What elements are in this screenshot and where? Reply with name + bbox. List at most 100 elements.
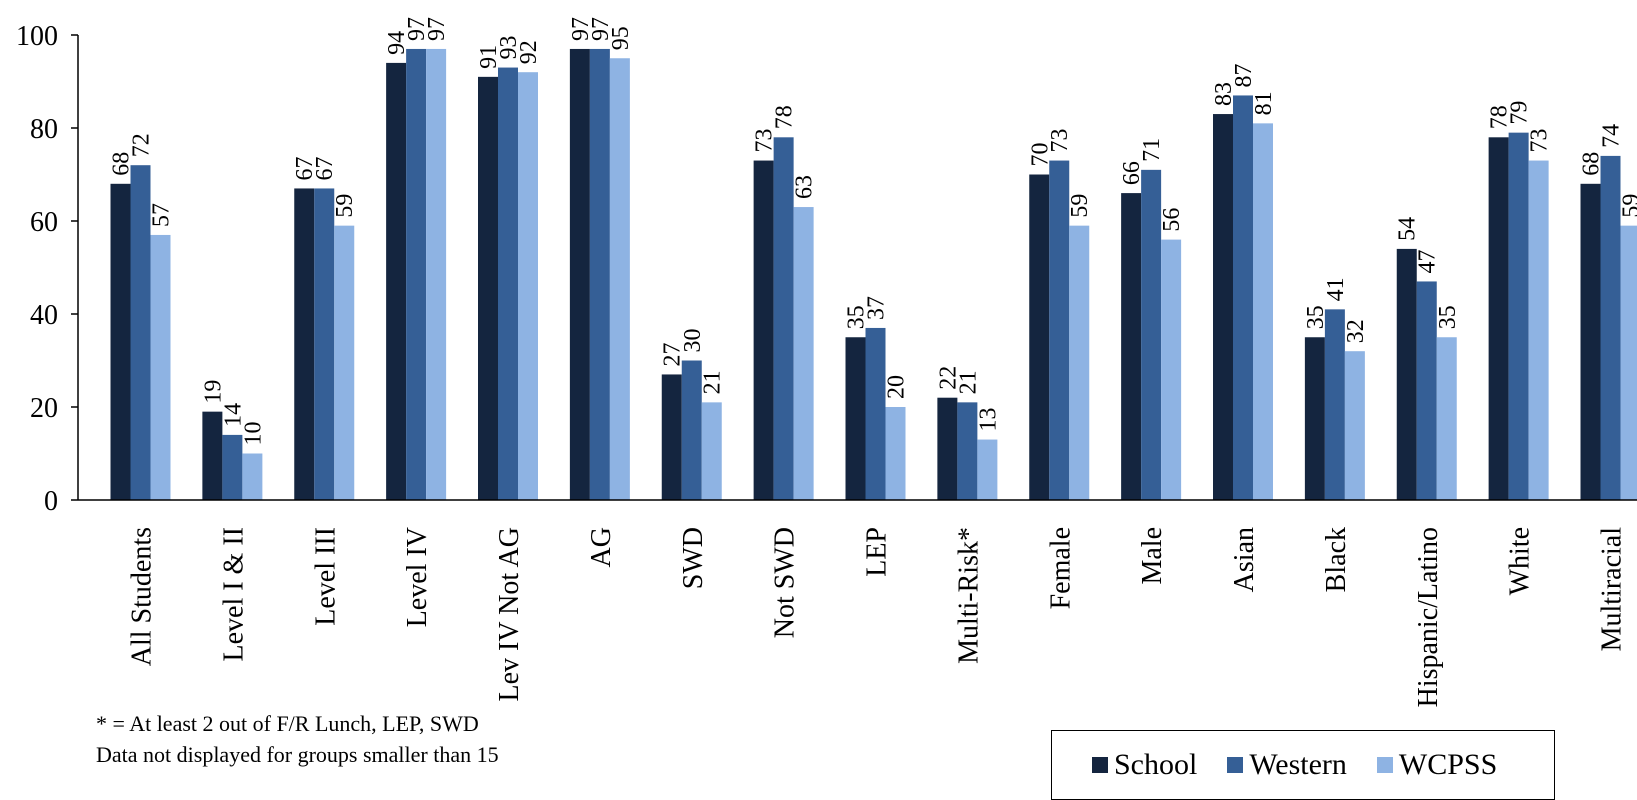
footnote-multi-risk: * = At least 2 out of F/R Lunch, LEP, SW… [96, 711, 479, 737]
category-label: Multi-Risk* [953, 527, 984, 664]
category-label: AG [586, 527, 617, 567]
bar-wcpss [977, 440, 997, 500]
bar-western [1601, 156, 1621, 500]
data-label-western: 72 [129, 133, 155, 157]
data-label-western: 30 [680, 329, 706, 353]
bar-school [111, 184, 131, 500]
legend-label-school: School [1114, 748, 1197, 782]
category-label: Level III [310, 527, 341, 626]
bar-western [131, 165, 151, 500]
bar-wcpss [426, 49, 446, 500]
data-label-western: 87 [1231, 63, 1257, 87]
bar-school [754, 161, 774, 500]
bar-wcpss [1253, 123, 1273, 500]
category-label: LEP [862, 527, 893, 577]
data-label-wcpss: 13 [975, 408, 1001, 432]
data-label-school: 35 [1303, 305, 1329, 329]
y-tick-label: 20 [30, 393, 58, 424]
data-label-western: 71 [1139, 138, 1165, 162]
bar-school [1305, 337, 1325, 500]
category-label: Multiracial [1597, 527, 1628, 652]
data-label-wcpss: 32 [1343, 319, 1369, 343]
legend-label-western: Western [1249, 748, 1347, 782]
data-label-wcpss: 35 [1435, 305, 1461, 329]
data-label-wcpss: 81 [1251, 91, 1277, 115]
category-label: SWD [678, 527, 709, 589]
bar-western [1325, 309, 1345, 500]
bar-wcpss [151, 235, 171, 500]
y-tick-label: 100 [16, 21, 58, 52]
category-label: Level IV [402, 527, 433, 627]
data-label-school: 68 [1579, 152, 1605, 176]
bar-western [1233, 95, 1253, 500]
legend-swatch-wcpss [1377, 757, 1393, 773]
bar-school [1489, 137, 1509, 500]
bar-western [222, 435, 242, 500]
data-label-western: 78 [772, 105, 798, 129]
bar-western [406, 49, 426, 500]
bar-wcpss [1621, 226, 1637, 500]
bar-school [1397, 249, 1417, 500]
y-axis-ticks: 0 20 40 60 80 100 [16, 21, 58, 517]
bar-wcpss [1529, 161, 1549, 500]
data-label-wcpss: 20 [884, 375, 910, 399]
bar-western [314, 188, 334, 500]
bar-wcpss [1161, 240, 1181, 500]
bar-school [570, 49, 590, 500]
category-label: Black [1321, 527, 1352, 592]
y-tick-label: 40 [30, 300, 58, 331]
data-label-school: 54 [1395, 217, 1421, 241]
category-label: Hispanic/Latino [1413, 527, 1444, 707]
data-label-wcpss: 57 [149, 203, 175, 227]
data-label-school: 66 [1119, 161, 1145, 185]
data-label-wcpss: 92 [516, 40, 542, 64]
y-tick-label: 0 [44, 486, 58, 517]
bar-wcpss [1437, 337, 1457, 500]
legend-swatch-school [1092, 757, 1108, 773]
y-tick-label: 80 [30, 114, 58, 145]
bar-school [478, 77, 498, 500]
data-label-wcpss: 59 [332, 194, 358, 218]
category-label: Asian [1229, 527, 1260, 592]
data-label-western: 47 [1415, 249, 1441, 273]
bar-school [1581, 184, 1601, 500]
bar-western [498, 68, 518, 500]
chart-legend: School Western WCPSS [1051, 730, 1555, 800]
data-label-western: 37 [864, 296, 890, 320]
data-label-wcpss: 59 [1619, 194, 1637, 218]
bar-series [111, 49, 1637, 500]
bar-western [957, 402, 977, 500]
data-label-western: 67 [312, 156, 338, 180]
legend-swatch-western [1227, 757, 1243, 773]
footnote-small-groups: Data not displayed for groups smaller th… [96, 742, 499, 768]
bar-school [662, 374, 682, 500]
bar-school [294, 188, 314, 500]
legend-item-wcpss: WCPSS [1377, 748, 1497, 782]
bar-school [202, 412, 222, 500]
data-label-school: 73 [752, 129, 778, 153]
bar-wcpss [1345, 351, 1365, 500]
category-label: All Students [127, 527, 158, 666]
data-label-wcpss: 63 [792, 175, 818, 199]
category-labels: All Students Level I & II Level III Level I… [127, 527, 1628, 708]
data-label-western: 74 [1599, 124, 1625, 148]
bar-wcpss [334, 226, 354, 500]
data-label-western: 73 [1047, 129, 1073, 153]
legend-label-wcpss: WCPSS [1399, 748, 1497, 782]
category-label: Level I & II [218, 527, 249, 662]
bar-school [1029, 175, 1049, 501]
bar-western [1509, 133, 1529, 500]
y-tick-label: 60 [30, 207, 58, 238]
bar-school [1121, 193, 1141, 500]
bar-wcpss [1069, 226, 1089, 500]
bar-western [1141, 170, 1161, 500]
bar-wcpss [794, 207, 814, 500]
bar-wcpss [702, 402, 722, 500]
category-label: Not SWD [770, 527, 801, 638]
data-label-western: 79 [1507, 101, 1533, 125]
category-label: Male [1137, 527, 1168, 585]
category-label: Female [1045, 527, 1076, 609]
data-label-wcpss: 56 [1159, 208, 1185, 232]
data-label-wcpss: 97 [424, 17, 450, 41]
